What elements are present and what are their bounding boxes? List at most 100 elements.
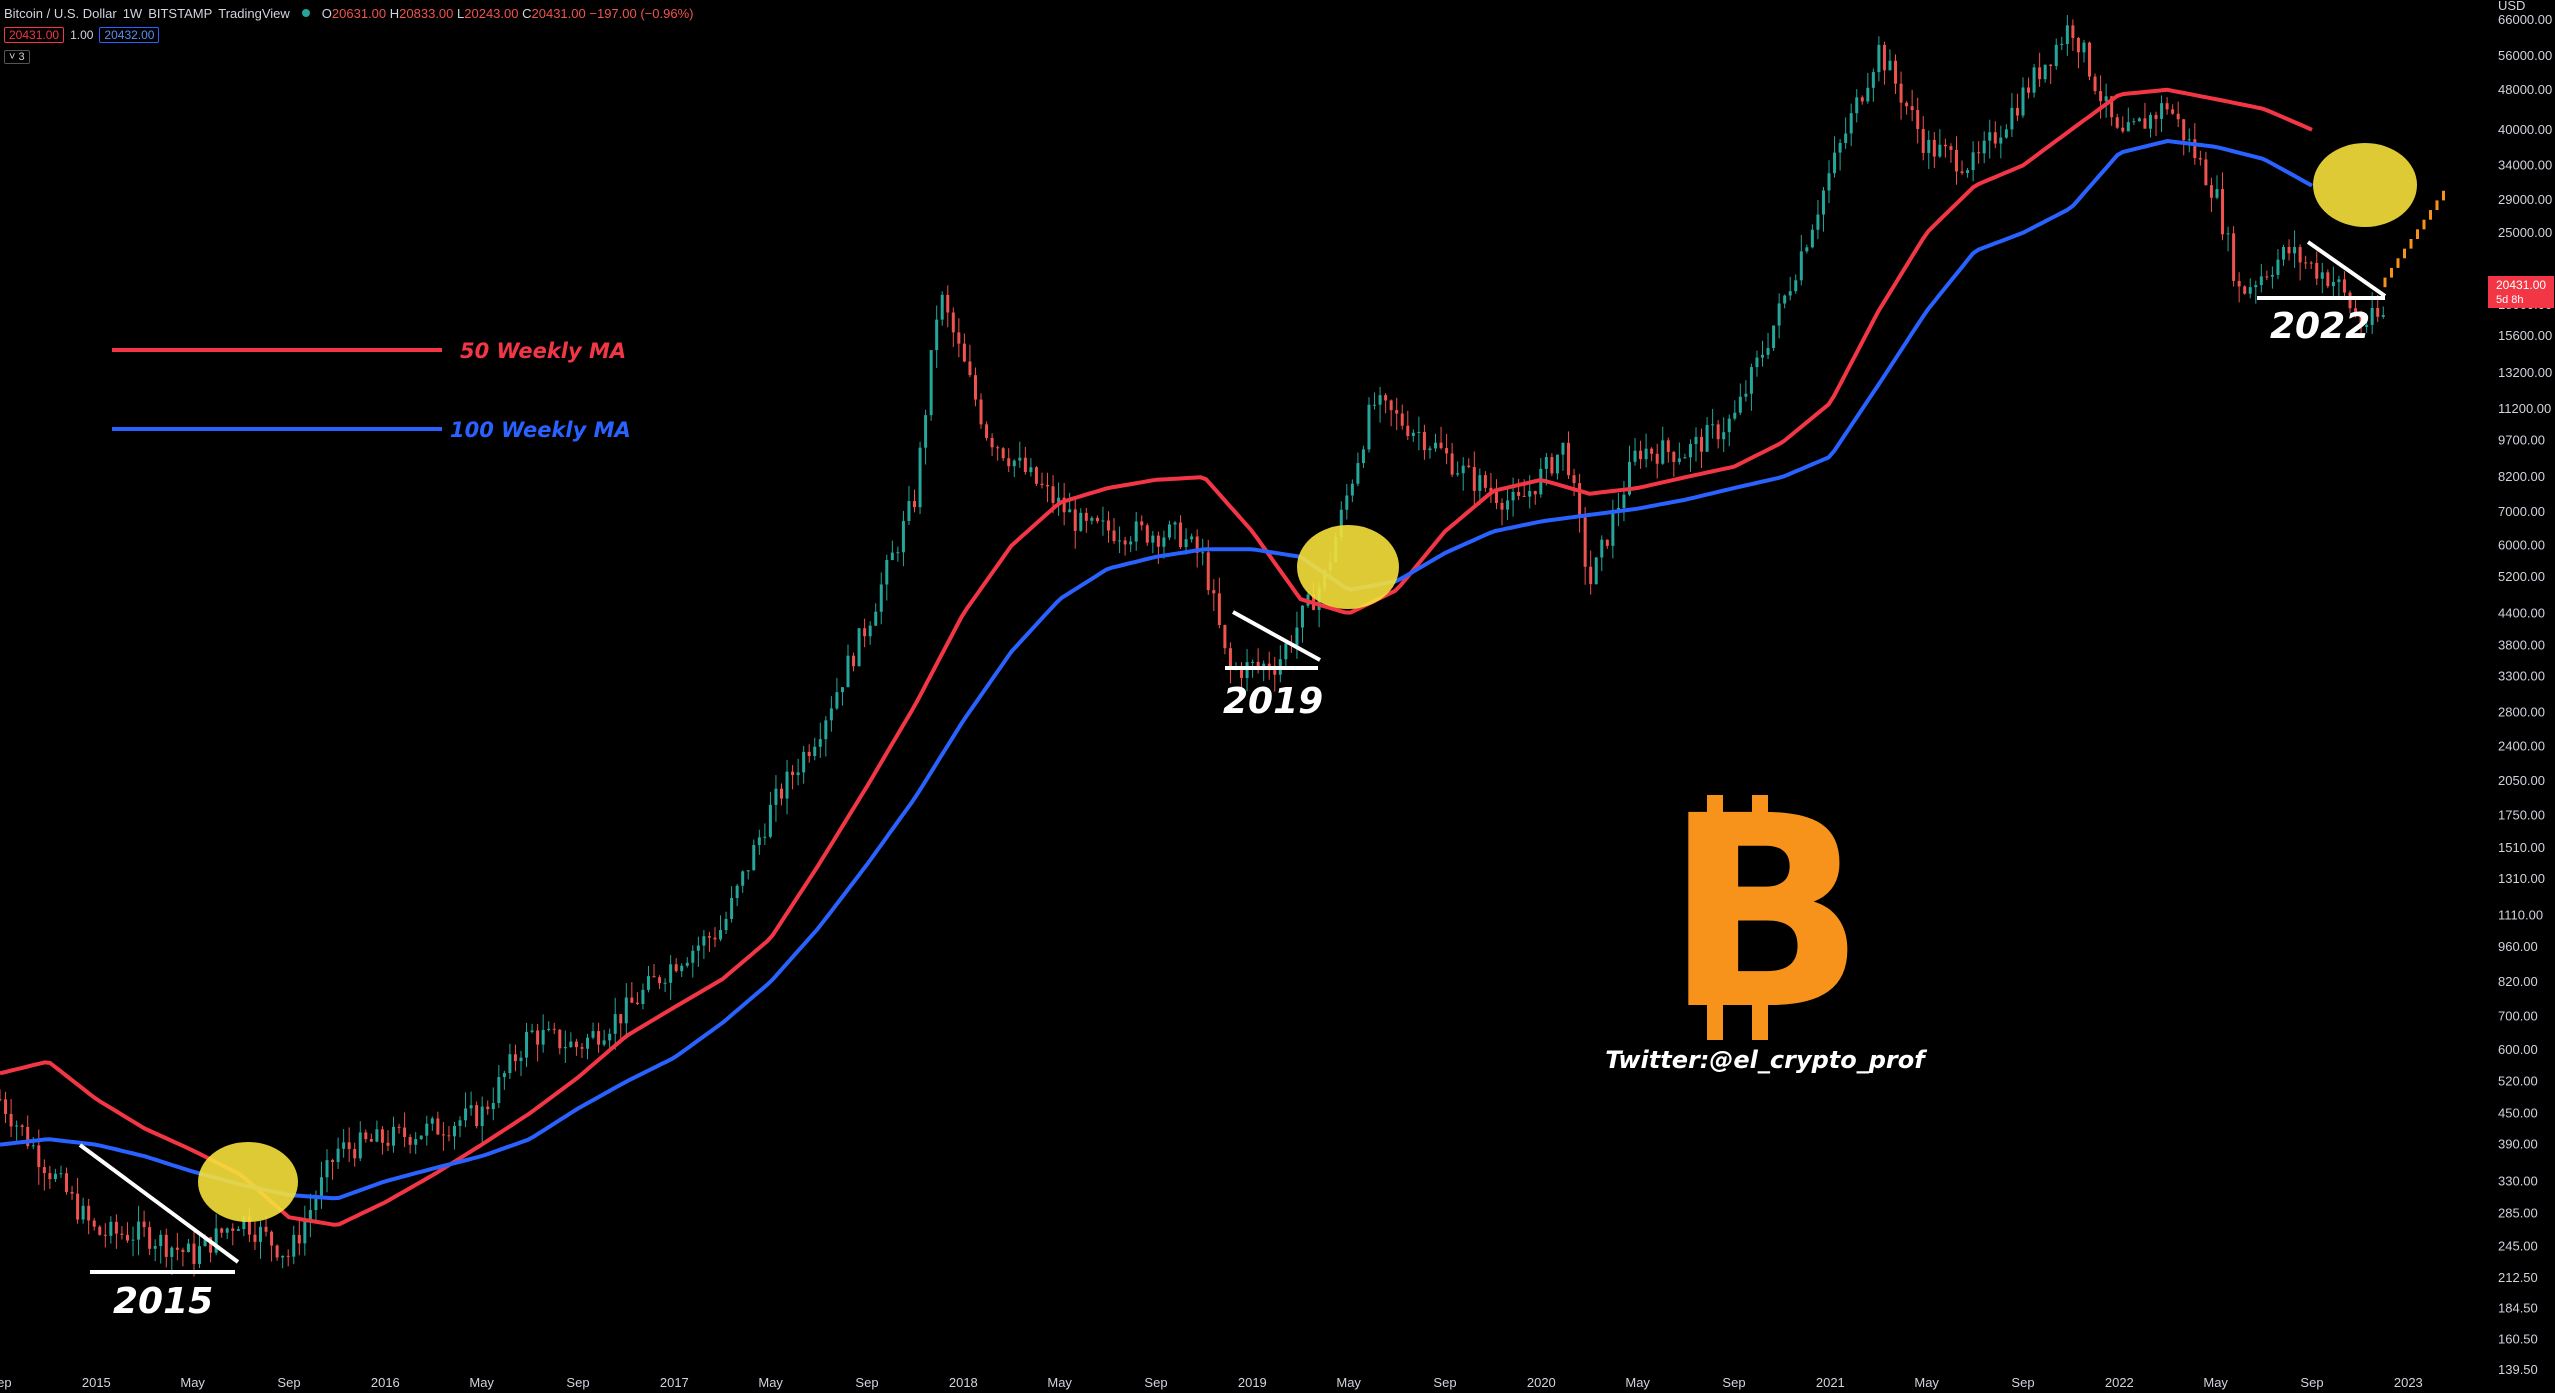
candle-body xyxy=(1966,170,1970,174)
candle-body xyxy=(109,1221,113,1236)
candle-body xyxy=(2243,286,2247,294)
candle-body xyxy=(48,1173,52,1180)
candle-body xyxy=(929,350,933,416)
candle-body xyxy=(1899,83,1903,103)
bitcoin-logo-icon: B xyxy=(1664,760,1866,1068)
candle-body xyxy=(1954,149,1958,172)
candle-body xyxy=(2093,76,2097,92)
candle-body xyxy=(181,1249,185,1253)
candle-body xyxy=(779,788,783,799)
bid-price-box[interactable]: 20431.00 xyxy=(4,27,65,43)
candle-body xyxy=(1007,458,1011,467)
candle-body xyxy=(2076,37,2080,53)
candle-body xyxy=(2376,308,2380,317)
time-tick: May xyxy=(469,1375,494,1390)
countdown-value: 5d 8h xyxy=(2496,294,2524,306)
candle-body xyxy=(1068,509,1072,513)
price-tick: 3800.00 xyxy=(2498,638,2545,653)
candle-body xyxy=(1977,152,1981,154)
price-tick: 1110.00 xyxy=(2498,907,2543,922)
candle-body xyxy=(768,804,772,837)
candle-body xyxy=(2348,292,2352,309)
candle-body xyxy=(979,399,983,425)
candle-body xyxy=(1051,486,1055,503)
price-axis[interactable]: 66000.00 56000.00 48000.00 40000.00 34000.00… xyxy=(2488,0,2555,1393)
candle-body xyxy=(658,977,662,984)
candle-body xyxy=(1783,295,1787,304)
candle-body xyxy=(757,837,761,846)
candle-body xyxy=(791,771,795,776)
candle-body xyxy=(674,964,678,972)
candle-body xyxy=(1622,494,1626,508)
candle-body xyxy=(1046,484,1050,487)
candle-body xyxy=(1888,60,1892,71)
candle-body xyxy=(713,937,717,940)
time-axis[interactable]: Sep 2015 May Sep 2016 May Sep 2017 May Sep 2018 May… xyxy=(0,1370,2488,1393)
price-tick: 40000.00 xyxy=(2498,122,2552,137)
candle-body xyxy=(1428,448,1432,451)
candle-body xyxy=(231,1228,235,1231)
time-tick: Sep xyxy=(2300,1375,2323,1390)
market-status-icon xyxy=(301,9,310,17)
candle-body xyxy=(907,501,911,521)
price-tick: 960.00 xyxy=(2498,939,2538,954)
candle-body xyxy=(1367,404,1371,450)
candle-body xyxy=(586,1037,590,1049)
candle-body xyxy=(2342,279,2346,293)
candle-body xyxy=(824,720,828,740)
candle-body xyxy=(209,1237,213,1253)
candle-body xyxy=(1772,325,1776,349)
candle-body xyxy=(336,1148,340,1163)
close-value: 20431.00 xyxy=(531,5,586,21)
candle-body xyxy=(1799,251,1803,281)
candle-body xyxy=(1855,97,1859,114)
candle-body xyxy=(1445,448,1449,454)
price-tick: 139.50 xyxy=(2498,1362,2538,1377)
collapse-indicators-button[interactable]: ˅ 3 xyxy=(4,50,30,64)
candle-body xyxy=(508,1054,512,1074)
candle-body xyxy=(369,1139,373,1142)
candle-body xyxy=(175,1247,179,1250)
candle-body xyxy=(990,437,994,448)
candle-body xyxy=(419,1135,423,1140)
symbol-title[interactable]: Bitcoin / U.S. Dollar xyxy=(4,5,117,21)
price-tick: 390.00 xyxy=(2498,1137,2538,1152)
candle-body xyxy=(1705,424,1709,452)
currency-label[interactable]: USD xyxy=(2498,0,2525,13)
candle-body xyxy=(1472,467,1476,491)
candle-body xyxy=(730,898,734,919)
candle-body xyxy=(1212,590,1216,594)
candle-body xyxy=(2193,139,2197,159)
candle-body xyxy=(1688,444,1692,458)
candle-body xyxy=(2287,247,2291,254)
candle-body xyxy=(319,1177,323,1200)
candle-body xyxy=(4,1099,8,1114)
candle-body xyxy=(1450,453,1454,475)
candle-body xyxy=(1755,357,1759,368)
candle-body xyxy=(996,447,1000,449)
trendline-2019 xyxy=(1232,610,1321,662)
candle-body xyxy=(386,1142,390,1146)
trendline-2022 xyxy=(2306,240,2387,298)
ma100-legend-label: 100 Weekly MA xyxy=(450,418,631,442)
projection-candle xyxy=(2383,277,2387,288)
candle-body xyxy=(707,936,711,938)
candle-body xyxy=(258,1226,262,1242)
candle-body xyxy=(247,1216,251,1235)
candle-body xyxy=(2182,119,2186,141)
candle-body xyxy=(735,885,739,899)
candle-body xyxy=(724,918,728,931)
candle-body xyxy=(696,945,700,951)
candle-body xyxy=(835,692,839,709)
candle-body xyxy=(203,1237,207,1247)
candle-body xyxy=(1389,400,1393,411)
candle-body xyxy=(1483,475,1487,488)
ma50-line xyxy=(0,87,2313,1227)
candle-body xyxy=(1511,491,1515,501)
interval-label[interactable]: 1W xyxy=(122,5,143,21)
ask-price-box[interactable]: 20432.00 xyxy=(99,27,160,43)
candle-body xyxy=(253,1234,257,1242)
candle-body xyxy=(558,1029,562,1049)
candle-body xyxy=(1866,87,1870,102)
